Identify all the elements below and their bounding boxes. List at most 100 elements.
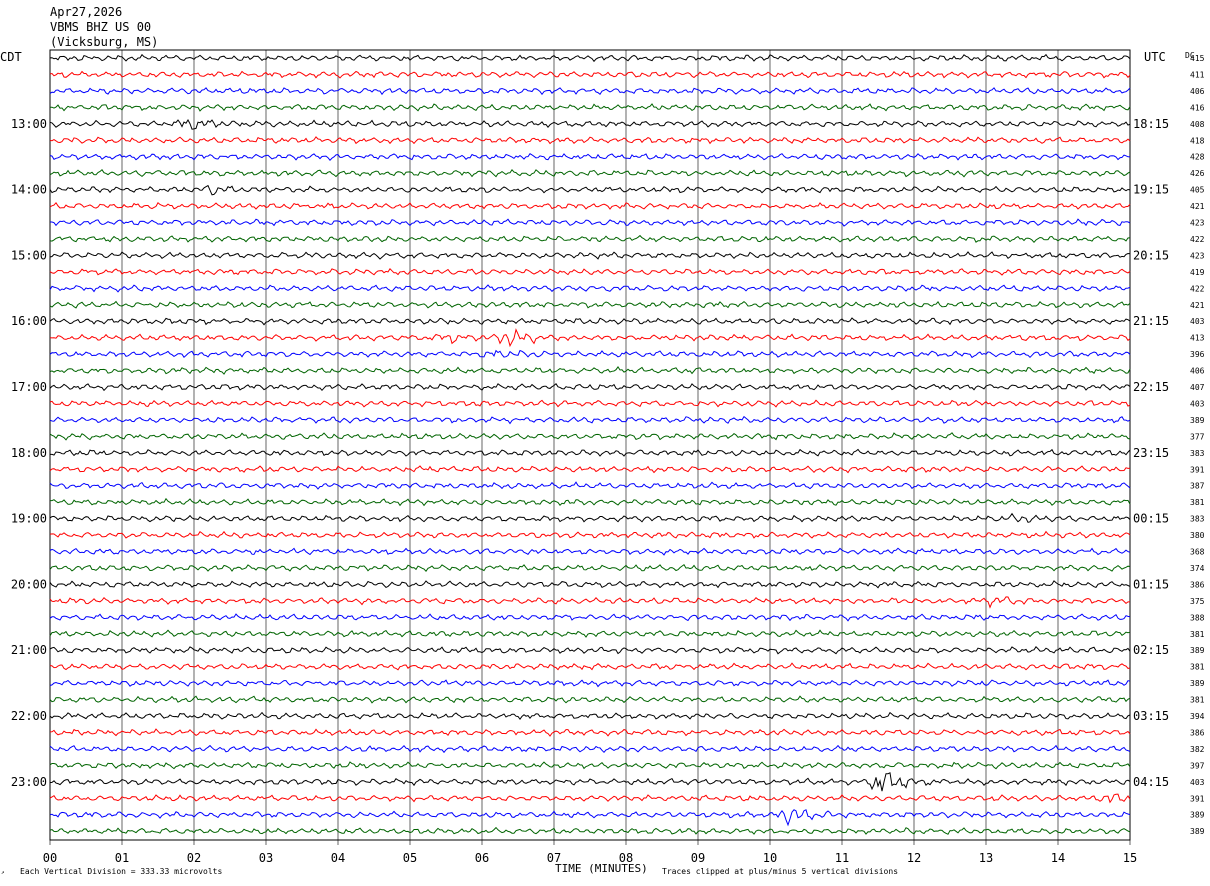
x-tick-label: 06 bbox=[475, 851, 489, 865]
utc-hour-label: 04:15 bbox=[1133, 775, 1169, 789]
right-axis-title: UTC bbox=[1144, 50, 1166, 64]
dc-offset-label: 386 bbox=[1190, 728, 1205, 737]
dc-offset-label: 423 bbox=[1190, 251, 1205, 260]
cdt-hour-label: 19:00 bbox=[11, 512, 47, 526]
dc-offset-label: 389 bbox=[1190, 646, 1205, 655]
dc-offset-label: 389 bbox=[1190, 416, 1205, 425]
trace-row-44 bbox=[49, 772, 1131, 792]
x-tick-label: 12 bbox=[907, 851, 921, 865]
dc-offset-label: 397 bbox=[1190, 761, 1205, 770]
trace-row-39 bbox=[49, 695, 1131, 704]
x-tick-label: 09 bbox=[691, 851, 705, 865]
cdt-hour-label: 13:00 bbox=[11, 117, 47, 131]
dc-offset-label: 421 bbox=[1190, 202, 1205, 211]
cdt-hour-label: 18:00 bbox=[11, 446, 47, 460]
trace-row-36 bbox=[49, 646, 1131, 655]
trace-row-45 bbox=[49, 793, 1131, 804]
dc-offset-label: 403 bbox=[1190, 399, 1205, 408]
trace-row-43 bbox=[49, 761, 1131, 770]
cdt-hour-label: 23:00 bbox=[11, 775, 47, 789]
cdt-hour-label: 14:00 bbox=[11, 183, 47, 197]
trace-row-17 bbox=[49, 328, 1131, 348]
dc-offset-label: 406 bbox=[1190, 367, 1205, 376]
dc-offset-label: 381 bbox=[1190, 663, 1205, 672]
trace-row-42 bbox=[49, 744, 1131, 754]
dc-offset-label: 374 bbox=[1190, 564, 1205, 573]
dc-offset-label: 387 bbox=[1190, 482, 1205, 491]
trace-row-37 bbox=[49, 662, 1131, 671]
x-tick-label: 01 bbox=[115, 851, 129, 865]
dc-offset-label: 407 bbox=[1190, 383, 1205, 392]
x-tick-label: 13 bbox=[979, 851, 993, 865]
trace-row-6 bbox=[49, 153, 1131, 161]
trace-row-16 bbox=[49, 317, 1131, 326]
trace-row-26 bbox=[49, 481, 1131, 490]
header-station: VBMS BHZ US 00 bbox=[50, 20, 151, 34]
trace-row-40 bbox=[49, 711, 1131, 721]
division-note: Each Vertical Division = 333.33 microvol… bbox=[20, 867, 222, 876]
utc-hour-label: 21:15 bbox=[1133, 314, 1169, 328]
utc-hour-label: 00:15 bbox=[1133, 512, 1169, 526]
x-tick-labels: 00 01 02 03 04 05 06 07 08 09 10 11 12 13 14 15 bbox=[43, 851, 1137, 865]
dc-offset-label: 391 bbox=[1190, 465, 1205, 474]
dc-offset-labels: 415 411 406 416 408 418 428 426 405 421 423 422 423 4… bbox=[1190, 54, 1205, 836]
trace-row-13 bbox=[49, 268, 1131, 276]
x-tick-label: 07 bbox=[547, 851, 561, 865]
cdt-hour-label: 17:00 bbox=[11, 380, 47, 394]
trace-row-28 bbox=[49, 512, 1131, 523]
trace-row-14 bbox=[49, 284, 1131, 293]
trace-row-30 bbox=[49, 547, 1131, 556]
dc-offset-label: 406 bbox=[1190, 87, 1205, 96]
dc-offset-label: 396 bbox=[1190, 350, 1205, 359]
x-tick-label: 03 bbox=[259, 851, 273, 865]
trace-row-22 bbox=[49, 415, 1131, 425]
dc-offset-label: 421 bbox=[1190, 301, 1205, 310]
dc-offset-label: 403 bbox=[1190, 317, 1205, 326]
dc-offset-label: 389 bbox=[1190, 827, 1205, 836]
trace-row-31 bbox=[49, 563, 1131, 573]
dc-offset-label: 411 bbox=[1190, 70, 1205, 79]
trace-row-41 bbox=[49, 728, 1131, 737]
trace-row-11 bbox=[49, 234, 1131, 244]
dc-offset-label: 381 bbox=[1190, 696, 1205, 705]
x-tick-label: 00 bbox=[43, 851, 57, 865]
x-tick-label: 11 bbox=[835, 851, 849, 865]
utc-hour-label: 23:15 bbox=[1133, 446, 1169, 460]
left-axis-title: CDT bbox=[0, 50, 22, 64]
hour-labels: 13:00 14:00 15:00 16:00 17:00 18:00 19:00 20:00… bbox=[11, 117, 1169, 789]
dc-offset-label: 375 bbox=[1190, 597, 1205, 606]
dc-offset-label: 408 bbox=[1190, 120, 1205, 129]
x-tick-label: 05 bbox=[403, 851, 417, 865]
dc-offset-label: 381 bbox=[1190, 498, 1205, 507]
x-tick-label: 10 bbox=[763, 851, 777, 865]
dc-offset-label: 389 bbox=[1190, 811, 1205, 820]
trace-row-3 bbox=[50, 103, 1131, 112]
trace-row-27 bbox=[50, 497, 1131, 507]
plot-frame bbox=[49, 49, 1131, 841]
trace-row-1 bbox=[49, 70, 1131, 79]
trace-row-10 bbox=[50, 218, 1131, 227]
dc-offset-label: 423 bbox=[1190, 219, 1205, 228]
trace-row-47 bbox=[49, 826, 1131, 835]
utc-hour-label: 22:15 bbox=[1133, 380, 1169, 394]
trace-row-24 bbox=[50, 448, 1131, 457]
x-tick-label: 14 bbox=[1051, 851, 1065, 865]
trace-row-19 bbox=[49, 366, 1131, 375]
utc-hour-label: 19:15 bbox=[1133, 183, 1169, 197]
utc-hour-label: 20:15 bbox=[1133, 248, 1169, 262]
trace-row-2 bbox=[49, 87, 1131, 96]
trace-row-21 bbox=[49, 399, 1131, 408]
trace-row-29 bbox=[49, 530, 1131, 539]
dc-offset-label: 382 bbox=[1190, 745, 1205, 754]
trace-row-46 bbox=[49, 809, 1131, 827]
cdt-hour-label: 16:00 bbox=[11, 314, 47, 328]
dc-offset-label: 380 bbox=[1190, 531, 1205, 540]
utc-hour-label: 01:15 bbox=[1133, 577, 1169, 591]
dc-offset-label: 388 bbox=[1190, 613, 1205, 622]
trace-row-32 bbox=[49, 580, 1131, 589]
trace-row-0 bbox=[49, 53, 1131, 63]
x-tick-label: 04 bbox=[331, 851, 345, 865]
header-location: (Vicksburg, MS) bbox=[50, 35, 158, 49]
dc-offset-label: 422 bbox=[1190, 284, 1205, 293]
trace-row-12 bbox=[49, 251, 1131, 260]
